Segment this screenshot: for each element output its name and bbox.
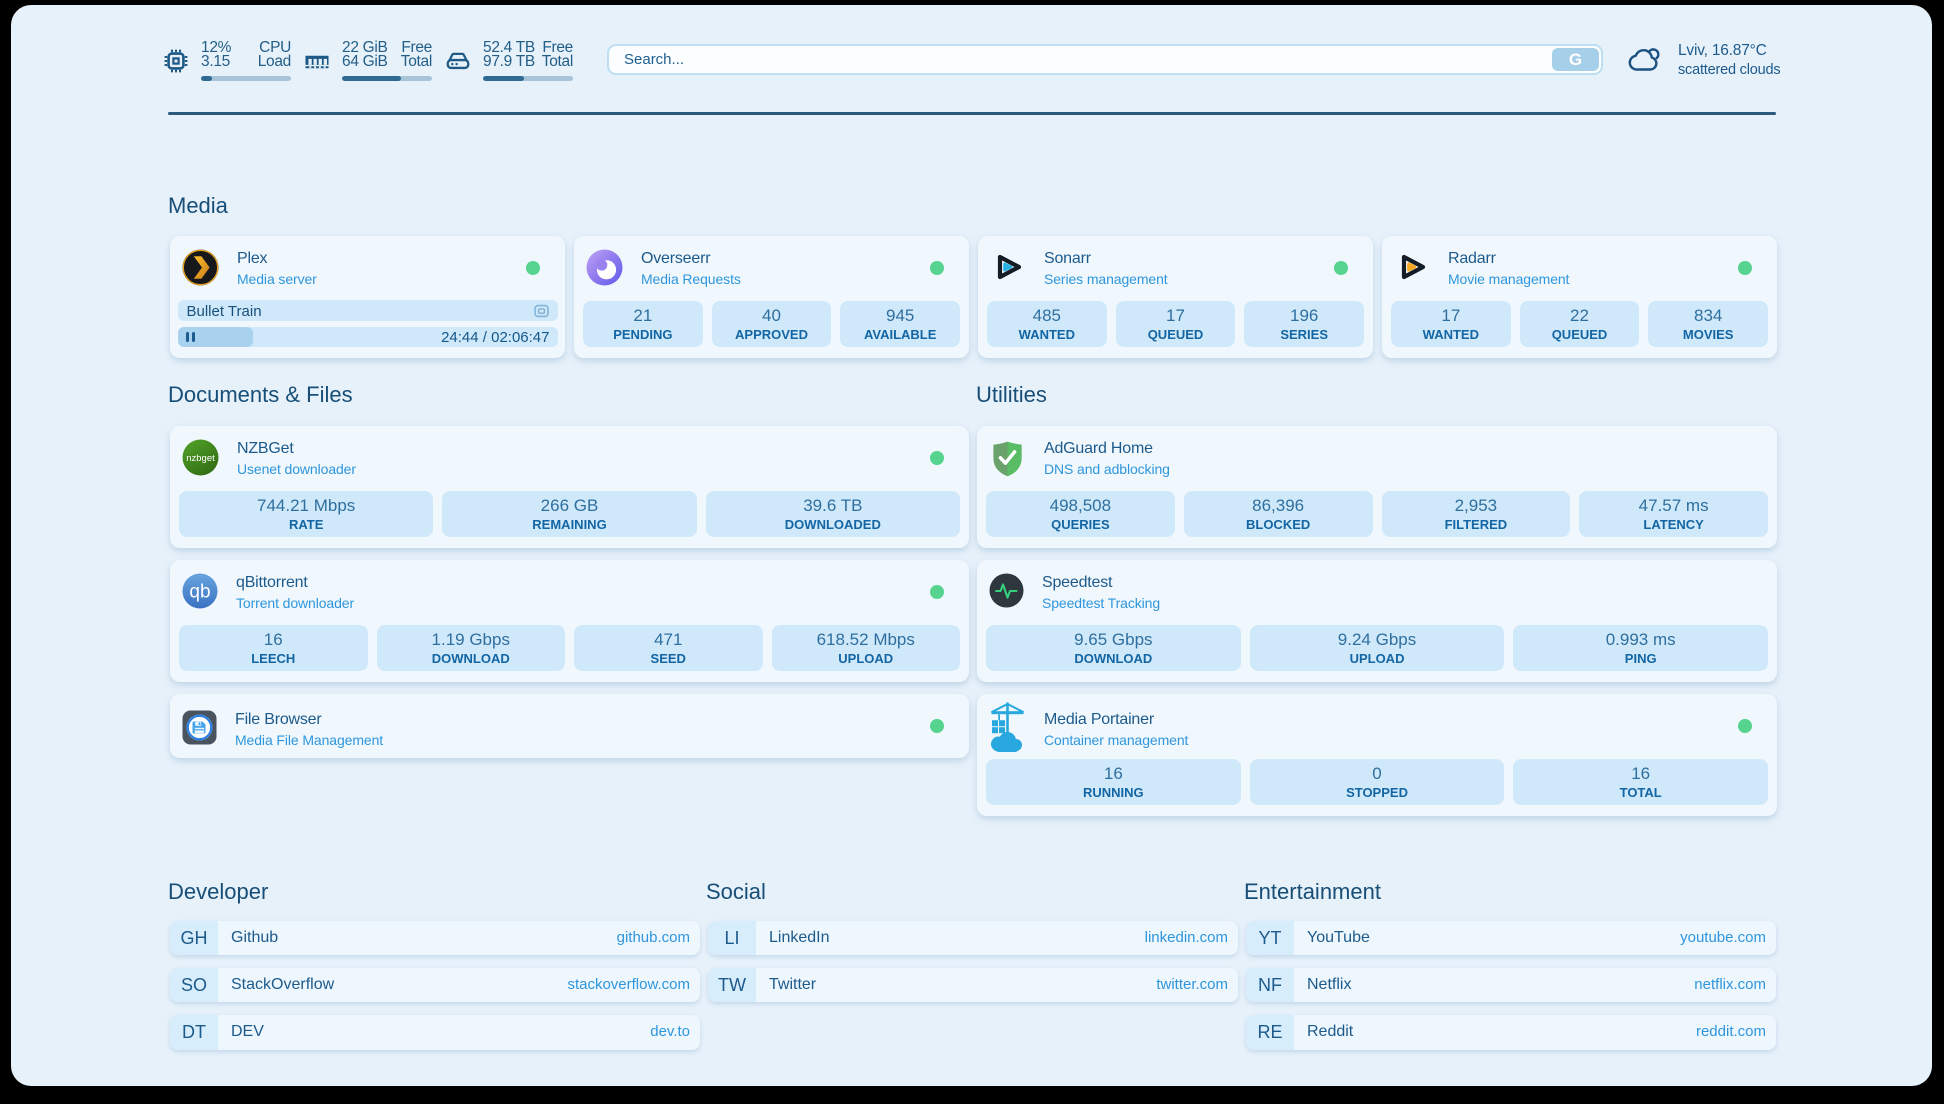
svg-text:nzbget: nzbget	[186, 453, 215, 464]
svg-text:qb: qb	[189, 582, 210, 603]
